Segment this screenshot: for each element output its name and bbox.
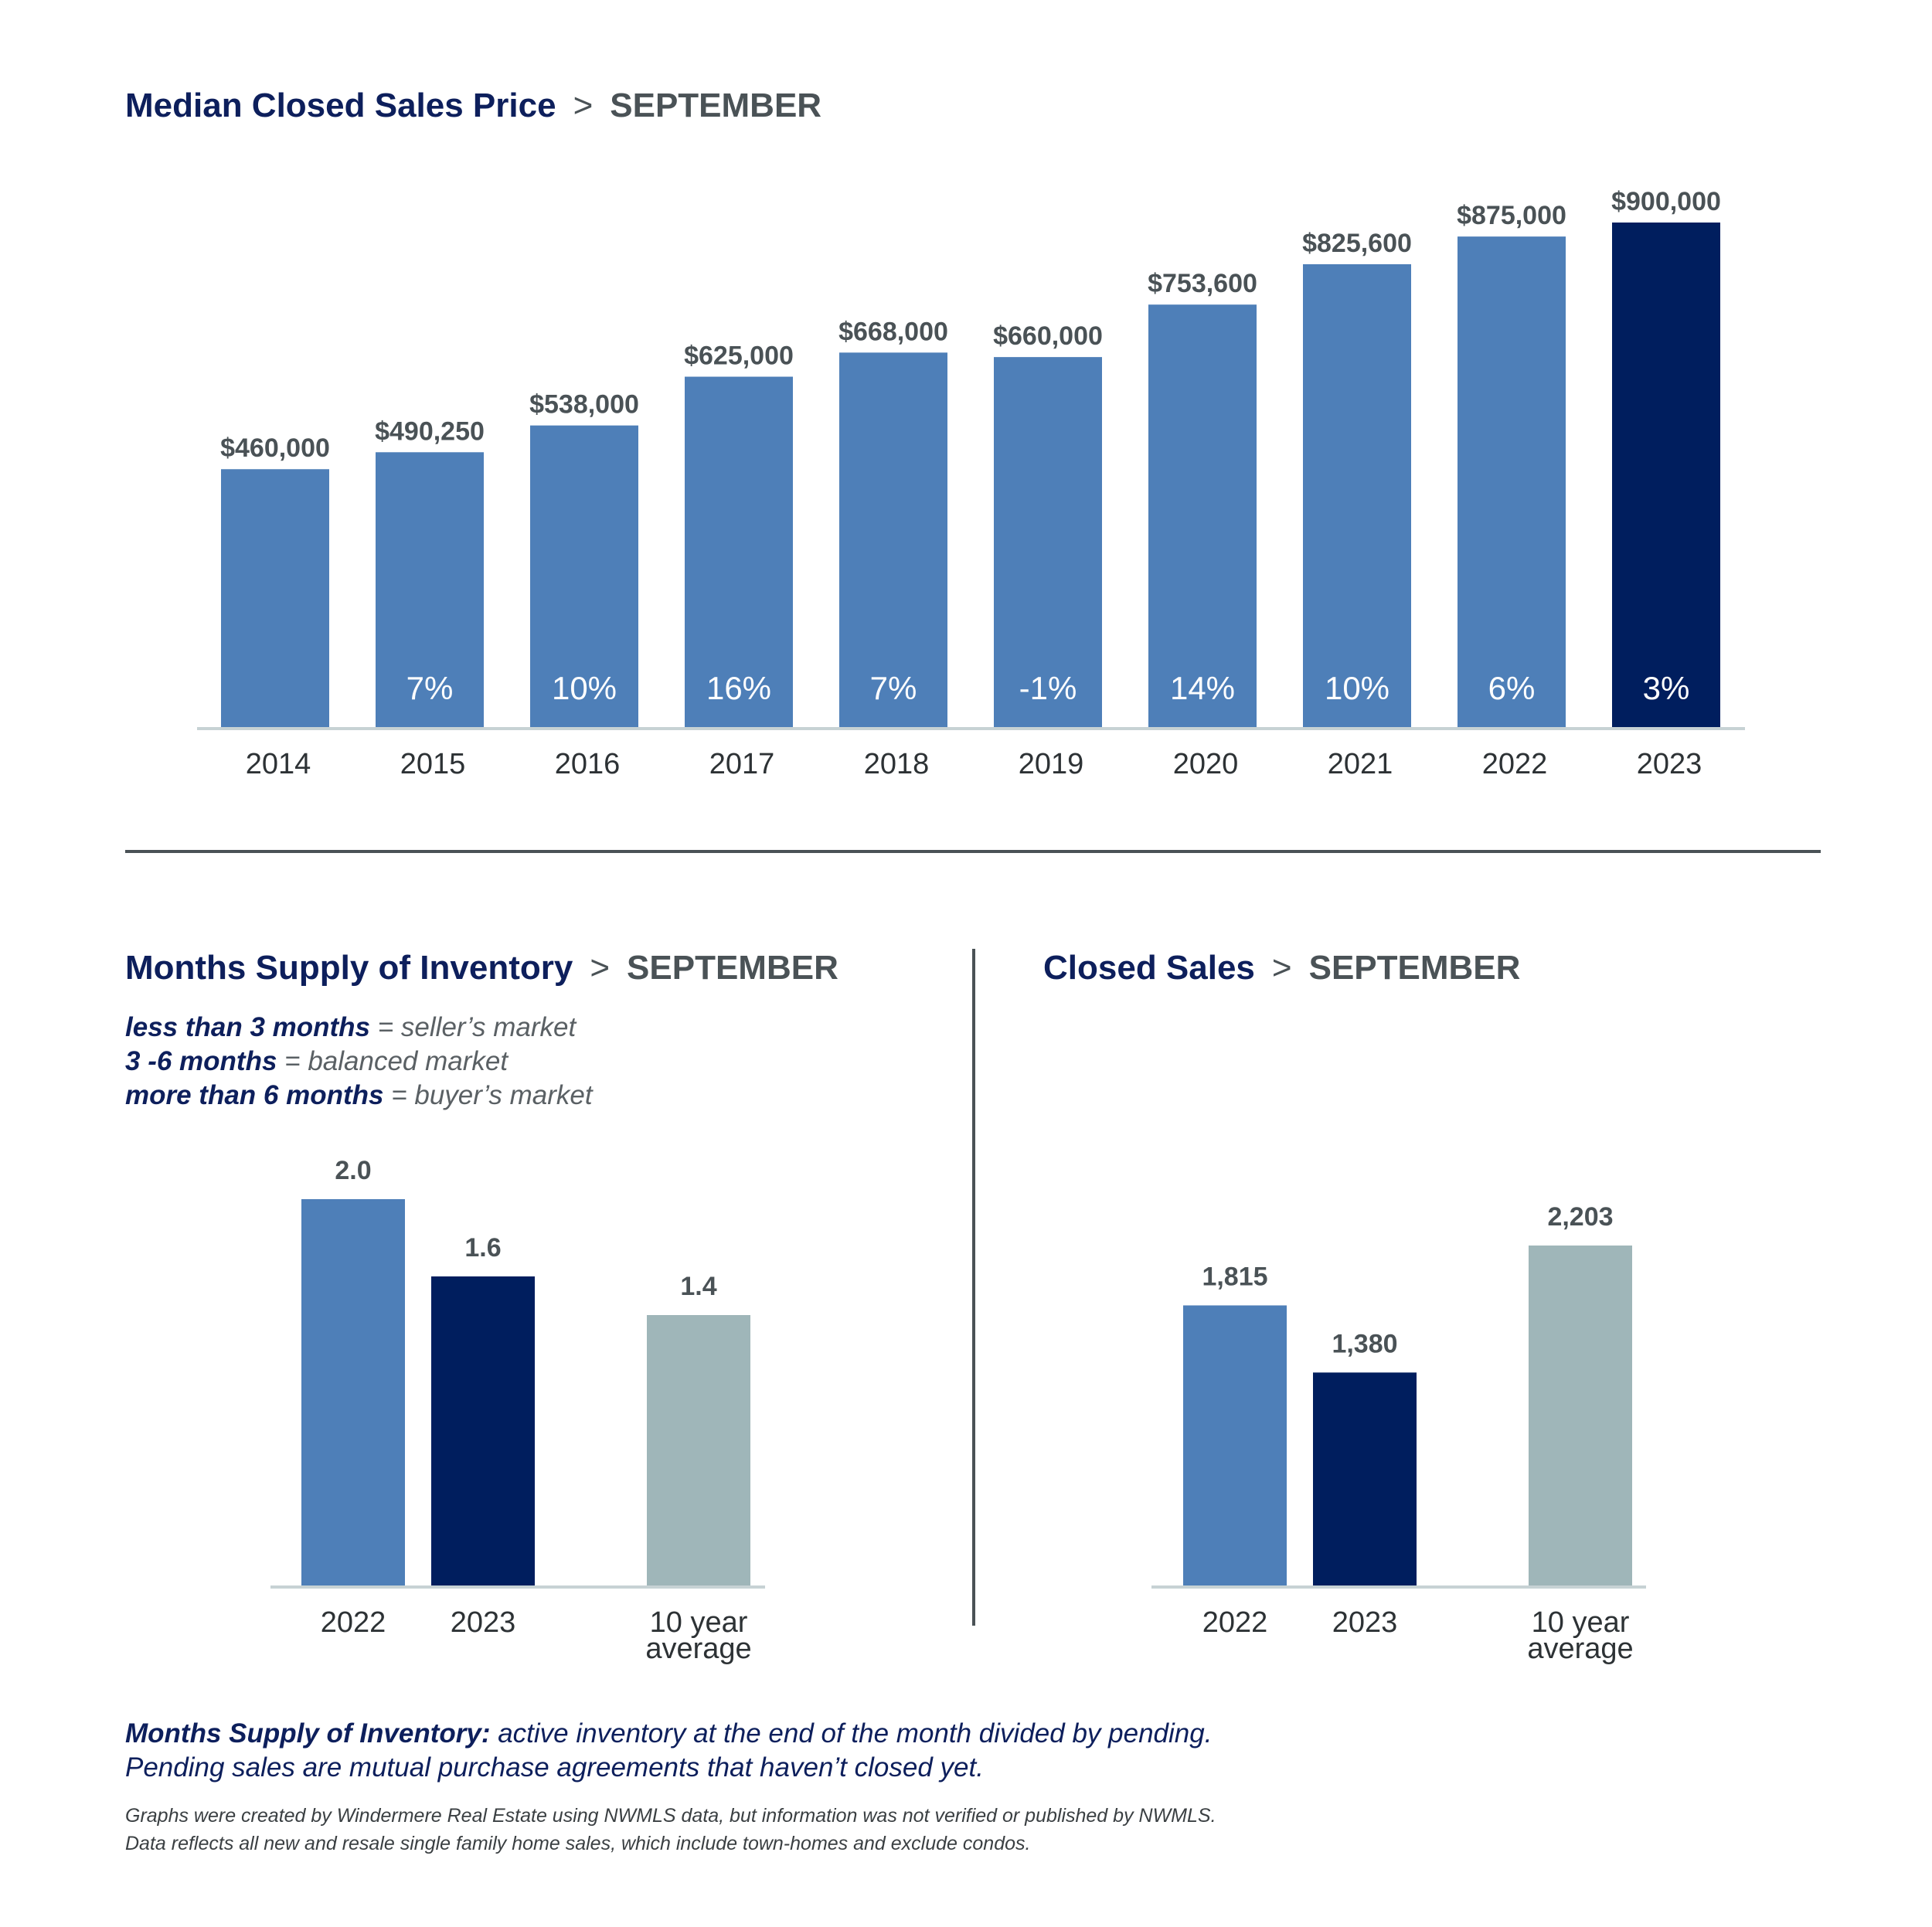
chart-title-main: Closed Sales bbox=[1043, 949, 1255, 987]
data-label: 2.0 bbox=[335, 1156, 371, 1185]
legend-eq: = bbox=[383, 1080, 415, 1110]
data-label: 1.4 bbox=[680, 1272, 716, 1301]
data-label: 2,203 bbox=[1547, 1202, 1613, 1232]
data-label: $753,600 bbox=[1148, 269, 1257, 298]
footnotes: Months Supply of Inventory: active inven… bbox=[125, 1717, 1216, 1857]
data-label: 1,815 bbox=[1202, 1262, 1267, 1291]
section-divider bbox=[125, 850, 1821, 853]
chart-title-month: SEPTEMBER bbox=[1308, 949, 1521, 987]
closed-sales-title: Closed Sales > SEPTEMBER bbox=[1043, 949, 1520, 987]
bar bbox=[301, 1199, 405, 1585]
legend-desc: balanced market bbox=[308, 1046, 509, 1076]
bar bbox=[685, 376, 793, 727]
change-label: 10% bbox=[552, 670, 617, 706]
change-label: 16% bbox=[706, 670, 771, 706]
change-label: 7% bbox=[870, 670, 917, 706]
data-label: 1,380 bbox=[1332, 1329, 1397, 1358]
title-separator: > bbox=[1271, 949, 1292, 987]
tick-label: 2017 bbox=[709, 748, 775, 780]
data-label: $660,000 bbox=[993, 321, 1103, 351]
data-label: $900,000 bbox=[1611, 187, 1721, 216]
tick-label: 2021 bbox=[1328, 748, 1393, 780]
tick-label: 2016 bbox=[555, 748, 621, 780]
chart-title-month: SEPTEMBER bbox=[627, 949, 838, 987]
tick-label: 2014 bbox=[246, 748, 311, 780]
data-label: $625,000 bbox=[684, 342, 794, 371]
tick-label: average bbox=[645, 1633, 751, 1665]
bar bbox=[994, 357, 1102, 727]
bar bbox=[431, 1276, 535, 1585]
change-label: 3% bbox=[1643, 670, 1690, 706]
legend-key: less than 3 months bbox=[125, 1012, 371, 1042]
data-label: 1.6 bbox=[464, 1233, 501, 1263]
bar bbox=[839, 352, 947, 727]
definition-line2: Pending sales are mutual purchase agreem… bbox=[125, 1752, 984, 1783]
change-label: 14% bbox=[1170, 670, 1235, 706]
column-divider bbox=[972, 949, 975, 1626]
source-line1: Graphs were created by Windermere Real E… bbox=[125, 1805, 1216, 1827]
source-line2: Data reflects all new and resale single … bbox=[125, 1833, 1031, 1854]
tick-label: 2020 bbox=[1173, 748, 1239, 780]
bar bbox=[1303, 263, 1411, 727]
legend-row: less than 3 months = seller’s market bbox=[125, 1011, 593, 1045]
tick-label: 2019 bbox=[1019, 748, 1084, 780]
legend-row: 3 -6 months = balanced market bbox=[125, 1045, 593, 1079]
legend-desc: seller’s market bbox=[400, 1012, 577, 1042]
median-price-title: Median Closed Sales Price > SEPTEMBER bbox=[125, 87, 821, 125]
title-separator: > bbox=[573, 87, 594, 124]
tick-label: 2018 bbox=[864, 748, 930, 780]
change-label: -1% bbox=[1019, 670, 1077, 706]
tick-label: 2022 bbox=[1202, 1606, 1268, 1639]
legend-desc: buyer’s market bbox=[414, 1080, 593, 1110]
definition-note: Months Supply of Inventory: active inven… bbox=[125, 1717, 1216, 1785]
tick-label: 2022 bbox=[1482, 748, 1548, 780]
tick-label: 2023 bbox=[1332, 1606, 1398, 1639]
tick-label: average bbox=[1527, 1633, 1633, 1665]
change-label: 7% bbox=[406, 670, 454, 706]
tick-label: 10 year bbox=[650, 1606, 748, 1639]
bar bbox=[221, 469, 329, 727]
legend-eq: = bbox=[277, 1046, 308, 1076]
bar bbox=[1612, 223, 1720, 727]
definition-text: active inventory at the end of the month… bbox=[490, 1718, 1213, 1749]
bar bbox=[1458, 236, 1566, 727]
bar bbox=[376, 452, 484, 727]
change-label: 6% bbox=[1488, 670, 1536, 706]
data-label: $490,250 bbox=[375, 416, 485, 446]
bar bbox=[530, 425, 638, 727]
tick-label: 2023 bbox=[1637, 748, 1702, 780]
bar bbox=[647, 1315, 750, 1585]
chart-title-main: Median Closed Sales Price bbox=[125, 87, 556, 124]
legend-key: 3 -6 months bbox=[125, 1046, 277, 1076]
inventory-title: Months Supply of Inventory > SEPTEMBER bbox=[125, 949, 838, 987]
bar bbox=[1148, 304, 1257, 728]
legend-key: more than 6 months bbox=[125, 1080, 384, 1110]
bar bbox=[1313, 1372, 1417, 1585]
chart-title-month: SEPTEMBER bbox=[610, 87, 822, 124]
bar bbox=[1183, 1305, 1287, 1585]
tick-label: 2022 bbox=[321, 1606, 386, 1639]
legend-row: more than 6 months = buyer’s market bbox=[125, 1079, 593, 1113]
data-label: $875,000 bbox=[1457, 201, 1566, 230]
legend-eq: = bbox=[370, 1012, 401, 1042]
data-label: $460,000 bbox=[220, 433, 330, 463]
source-note: Graphs were created by Windermere Real E… bbox=[125, 1802, 1216, 1857]
tick-label: 2023 bbox=[451, 1606, 516, 1639]
change-label: 10% bbox=[1325, 670, 1389, 706]
definition-term: Months Supply of Inventory: bbox=[125, 1718, 491, 1749]
market-legend: less than 3 months = seller’s market 3 -… bbox=[125, 1011, 593, 1113]
data-label: $668,000 bbox=[838, 317, 948, 346]
title-separator: > bbox=[590, 949, 611, 987]
tick-label: 2015 bbox=[400, 748, 466, 780]
data-label: $538,000 bbox=[529, 390, 639, 420]
chart-title-main: Months Supply of Inventory bbox=[125, 949, 573, 987]
bar bbox=[1529, 1246, 1632, 1585]
tick-label: 10 year bbox=[1532, 1606, 1630, 1639]
data-label: $825,600 bbox=[1302, 229, 1412, 258]
